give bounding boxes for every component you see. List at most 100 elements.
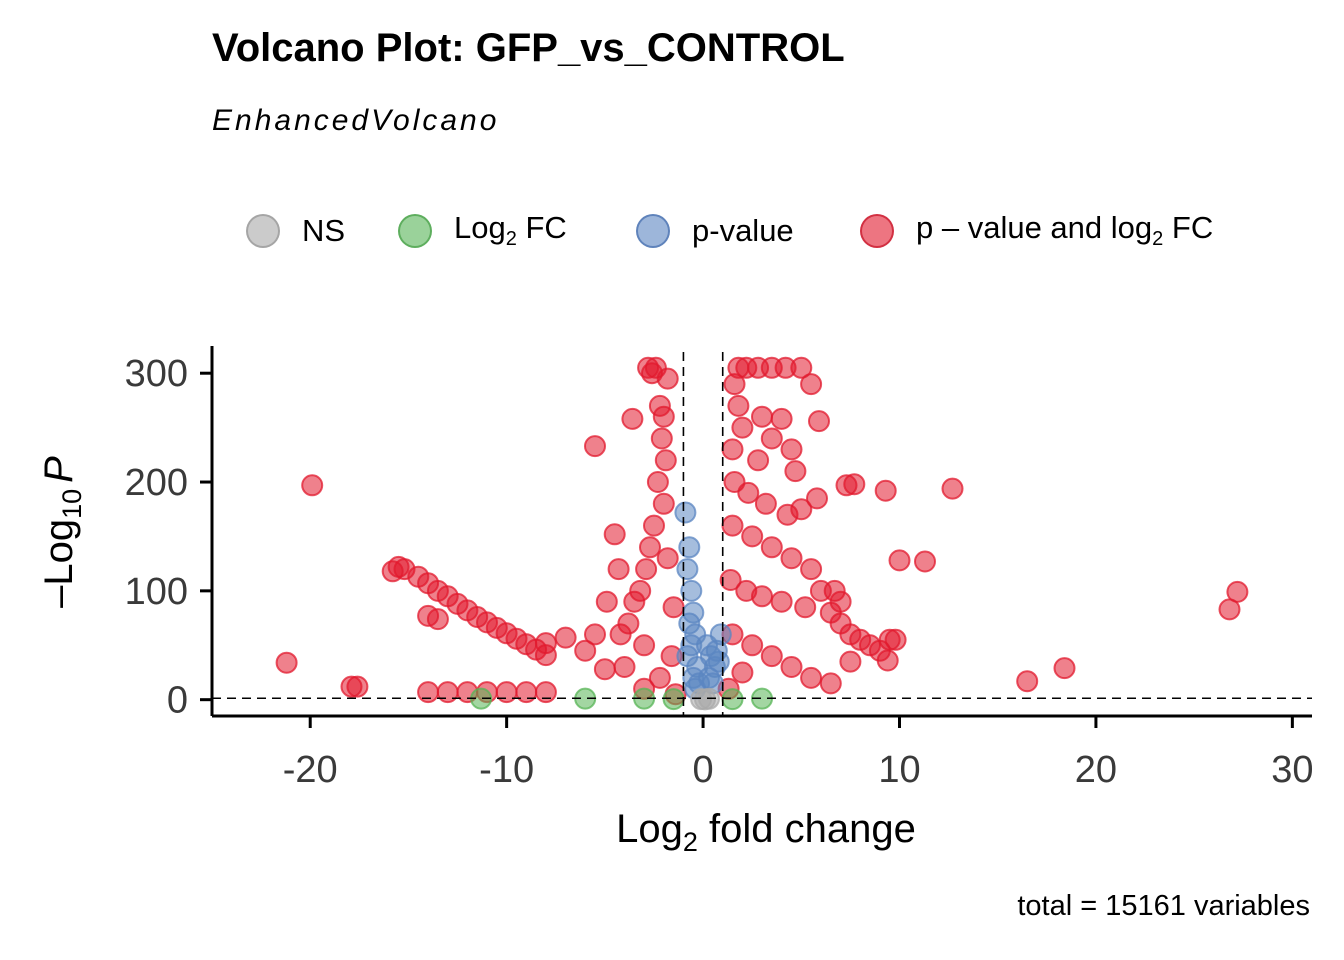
legend-marker-ns <box>246 214 280 248</box>
legend-label-pvalue-and-log2fc: p – value and log2 FC <box>916 210 1214 251</box>
cutoff-lines <box>212 352 1312 716</box>
point-both-76 <box>727 394 750 417</box>
point-both-124 <box>819 672 842 695</box>
point-both-95 <box>721 514 744 537</box>
point-both-43 <box>656 367 679 390</box>
point-both-88 <box>806 487 828 510</box>
point-both-93 <box>888 549 911 572</box>
legend-marker-pvalue <box>636 214 670 248</box>
point-both-70 <box>790 356 813 379</box>
point-both-113 <box>884 628 907 651</box>
point-both-102 <box>751 585 773 608</box>
y-axis-ticks: 0 100 200 300 <box>125 353 212 722</box>
point-both-114 <box>876 649 899 672</box>
point-both-62 <box>648 666 671 689</box>
point-both-36 <box>574 639 597 662</box>
point-both-49 <box>652 492 675 515</box>
x-tick-label: -10 <box>479 749 534 791</box>
point-both-100 <box>719 569 742 591</box>
x-axis-ticks: -20 -10 0 10 20 30 <box>283 716 1313 791</box>
point-both-53 <box>635 558 658 581</box>
point-both-82 <box>784 460 807 483</box>
legend-marker-log2fc <box>398 214 432 248</box>
point-both-25 <box>417 681 440 704</box>
caption: total = 15161 variables <box>1017 890 1310 922</box>
point-both-52 <box>656 547 679 570</box>
point-both-78 <box>721 438 744 461</box>
point-both-103 <box>770 590 793 613</box>
point-both-118 <box>741 634 764 657</box>
point-both-126 <box>1016 670 1039 693</box>
point-both-99 <box>800 558 823 581</box>
point-both-24 <box>554 626 577 649</box>
y-tick-label: 300 <box>125 353 188 395</box>
legend-item-pvalue: p-value <box>636 196 794 266</box>
y-axis-label: –Log10P <box>37 456 87 608</box>
point-fc-3 <box>662 688 685 711</box>
point-both-33 <box>603 523 626 546</box>
point-both-92 <box>941 477 964 500</box>
point-both-79 <box>751 405 773 428</box>
point-both-32 <box>593 658 616 681</box>
point-both-1 <box>275 651 298 674</box>
point-both-129 <box>1226 580 1249 603</box>
legend-item-log2fc: Log2 FC <box>398 196 567 266</box>
point-both-120 <box>780 656 803 678</box>
point-both-22 <box>426 608 449 631</box>
chart-title: Volcano Plot: GFP_vs_CONTROL <box>212 26 845 70</box>
point-both-96 <box>741 525 764 548</box>
point-p-2 <box>676 558 699 581</box>
point-both-116 <box>823 579 846 602</box>
x-tick-label: -20 <box>283 749 338 791</box>
point-p-0 <box>674 501 697 524</box>
point-both-74 <box>780 438 803 461</box>
x-tick-label: 10 <box>878 749 920 791</box>
legend-label-pvalue: p-value <box>692 213 794 248</box>
point-both-119 <box>760 645 783 668</box>
point-both-97 <box>760 536 783 559</box>
point-both-46 <box>650 427 673 450</box>
point-both-90 <box>843 473 866 496</box>
axes <box>210 346 1312 718</box>
point-both-86 <box>754 492 777 515</box>
point-both-80 <box>760 427 783 450</box>
legend-item-pvalue-and-log2fc: p – value and log2 FC <box>860 196 1213 266</box>
point-both-37 <box>584 623 606 646</box>
point-both-121 <box>800 666 823 689</box>
point-both-51 <box>639 536 661 559</box>
point-both-58 <box>609 623 632 646</box>
legend-label-log2fc: Log2 FC <box>454 210 567 251</box>
point-both-77 <box>731 416 754 439</box>
legend-label-ns: NS <box>302 213 346 248</box>
point-both-31 <box>534 681 557 704</box>
chart-subtitle: EnhancedVolcano <box>212 104 500 137</box>
x-axis-label: Log2 fold change <box>616 807 916 857</box>
point-both-59 <box>633 634 656 657</box>
x-tick-label: 0 <box>693 749 714 791</box>
point-p-3 <box>680 579 703 602</box>
point-both-91 <box>874 479 897 502</box>
point-both-87 <box>776 503 799 526</box>
point-both-29 <box>495 681 518 704</box>
point-both-3 <box>340 675 363 698</box>
point-both-56 <box>662 596 685 619</box>
point-both-72 <box>808 410 830 433</box>
point-both-34 <box>607 558 630 581</box>
y-tick-label: 100 <box>125 571 188 613</box>
point-fc-4 <box>721 688 744 711</box>
point-both-123 <box>731 661 754 684</box>
point-both-38 <box>621 407 644 430</box>
point-both-35 <box>595 590 618 613</box>
point-both-125 <box>839 650 862 673</box>
x-tick-label: 20 <box>1075 749 1117 791</box>
y-tick-label: 200 <box>125 462 188 504</box>
point-p-1 <box>678 536 701 559</box>
point-both-0 <box>301 474 324 497</box>
point-both-98 <box>780 547 803 570</box>
point-both-26 <box>436 681 459 704</box>
point-both-75 <box>723 373 746 396</box>
point-both-94 <box>914 550 936 573</box>
point-both-71 <box>800 373 823 396</box>
point-both-55 <box>623 590 646 613</box>
